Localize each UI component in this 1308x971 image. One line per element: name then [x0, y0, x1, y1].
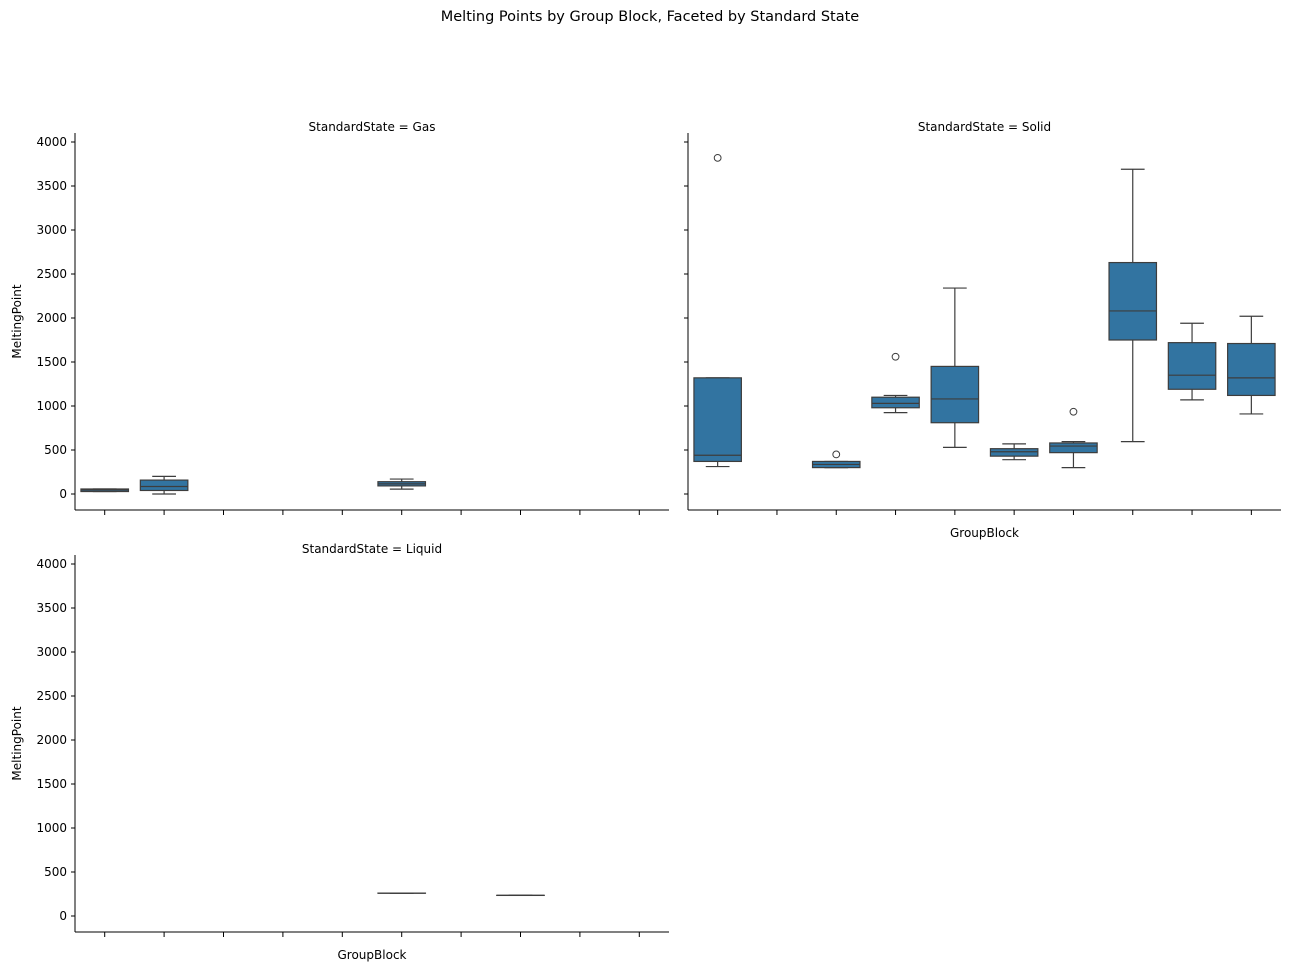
y-tick-label: 4000 [36, 557, 67, 571]
outlier-point [713, 153, 722, 162]
y-tick-label: 0 [59, 487, 67, 501]
y-tick-label: 2000 [36, 733, 67, 747]
y-tick-label: 3000 [36, 645, 67, 659]
facet-title: StandardState = Liquid [302, 542, 442, 556]
facet-title: StandardState = Solid [918, 120, 1051, 134]
y-tick-label: 3500 [36, 601, 67, 615]
x-axis-label: GroupBlock [950, 526, 1019, 540]
facet-panels: StandardState = Gas 0 500 1000 1500 2000 2500 3… [10, 120, 1281, 962]
iqr-box [871, 396, 920, 409]
iqr-box [1227, 342, 1276, 397]
iqr-box [1049, 442, 1098, 454]
y-tick-label: 1500 [36, 355, 67, 369]
y-tick-label: 500 [44, 443, 67, 457]
y-tick-label: 3000 [36, 223, 67, 237]
facet-title: StandardState = Gas [309, 120, 436, 134]
box-1 [139, 475, 189, 495]
y-tick-label: 1000 [36, 821, 67, 835]
y-tick-label: 0 [59, 909, 67, 923]
iqr-box [930, 365, 980, 424]
figure-title: Melting Points by Group Block, Faceted b… [441, 9, 860, 25]
box-4 [930, 287, 980, 448]
box-5 [377, 478, 427, 490]
y-tick-label: 2500 [36, 689, 67, 703]
box-5 [989, 443, 1039, 461]
iqr-box [139, 479, 189, 492]
y-tick-label: 2000 [36, 311, 67, 325]
box-0 [80, 488, 130, 493]
y-tick-label: 1500 [36, 777, 67, 791]
box-7 [1108, 168, 1158, 443]
y-axis-label: MeltingPoint [10, 706, 24, 780]
y-tick-label: 500 [44, 865, 67, 879]
iqr-box [1108, 261, 1158, 341]
y-tick-label: 4000 [36, 135, 67, 149]
outlier-point [832, 450, 841, 459]
facet-1: StandardState = Solid GroupBlock [684, 120, 1281, 540]
facet-2: StandardState = Liquid 0 500 1000 1500 2000 25… [10, 542, 669, 962]
y-axis-label: MeltingPoint [10, 284, 24, 358]
box-3 [871, 352, 920, 414]
outlier-point [891, 352, 900, 361]
iqr-box [693, 377, 742, 463]
box-8 [1167, 322, 1217, 401]
x-axis-label: GroupBlock [338, 948, 407, 962]
box-6 [1049, 407, 1098, 469]
outlier-point [1069, 407, 1078, 416]
iqr-box [1167, 342, 1217, 390]
y-tick-label: 3500 [36, 179, 67, 193]
facet-0: StandardState = Gas 0 500 1000 1500 2000 2500 3… [10, 120, 669, 515]
box-2 [811, 450, 861, 469]
y-tick-label: 1000 [36, 399, 67, 413]
iqr-box [989, 448, 1039, 457]
y-tick-label: 2500 [36, 267, 67, 281]
box-9 [1227, 315, 1276, 415]
box-0 [693, 153, 742, 468]
